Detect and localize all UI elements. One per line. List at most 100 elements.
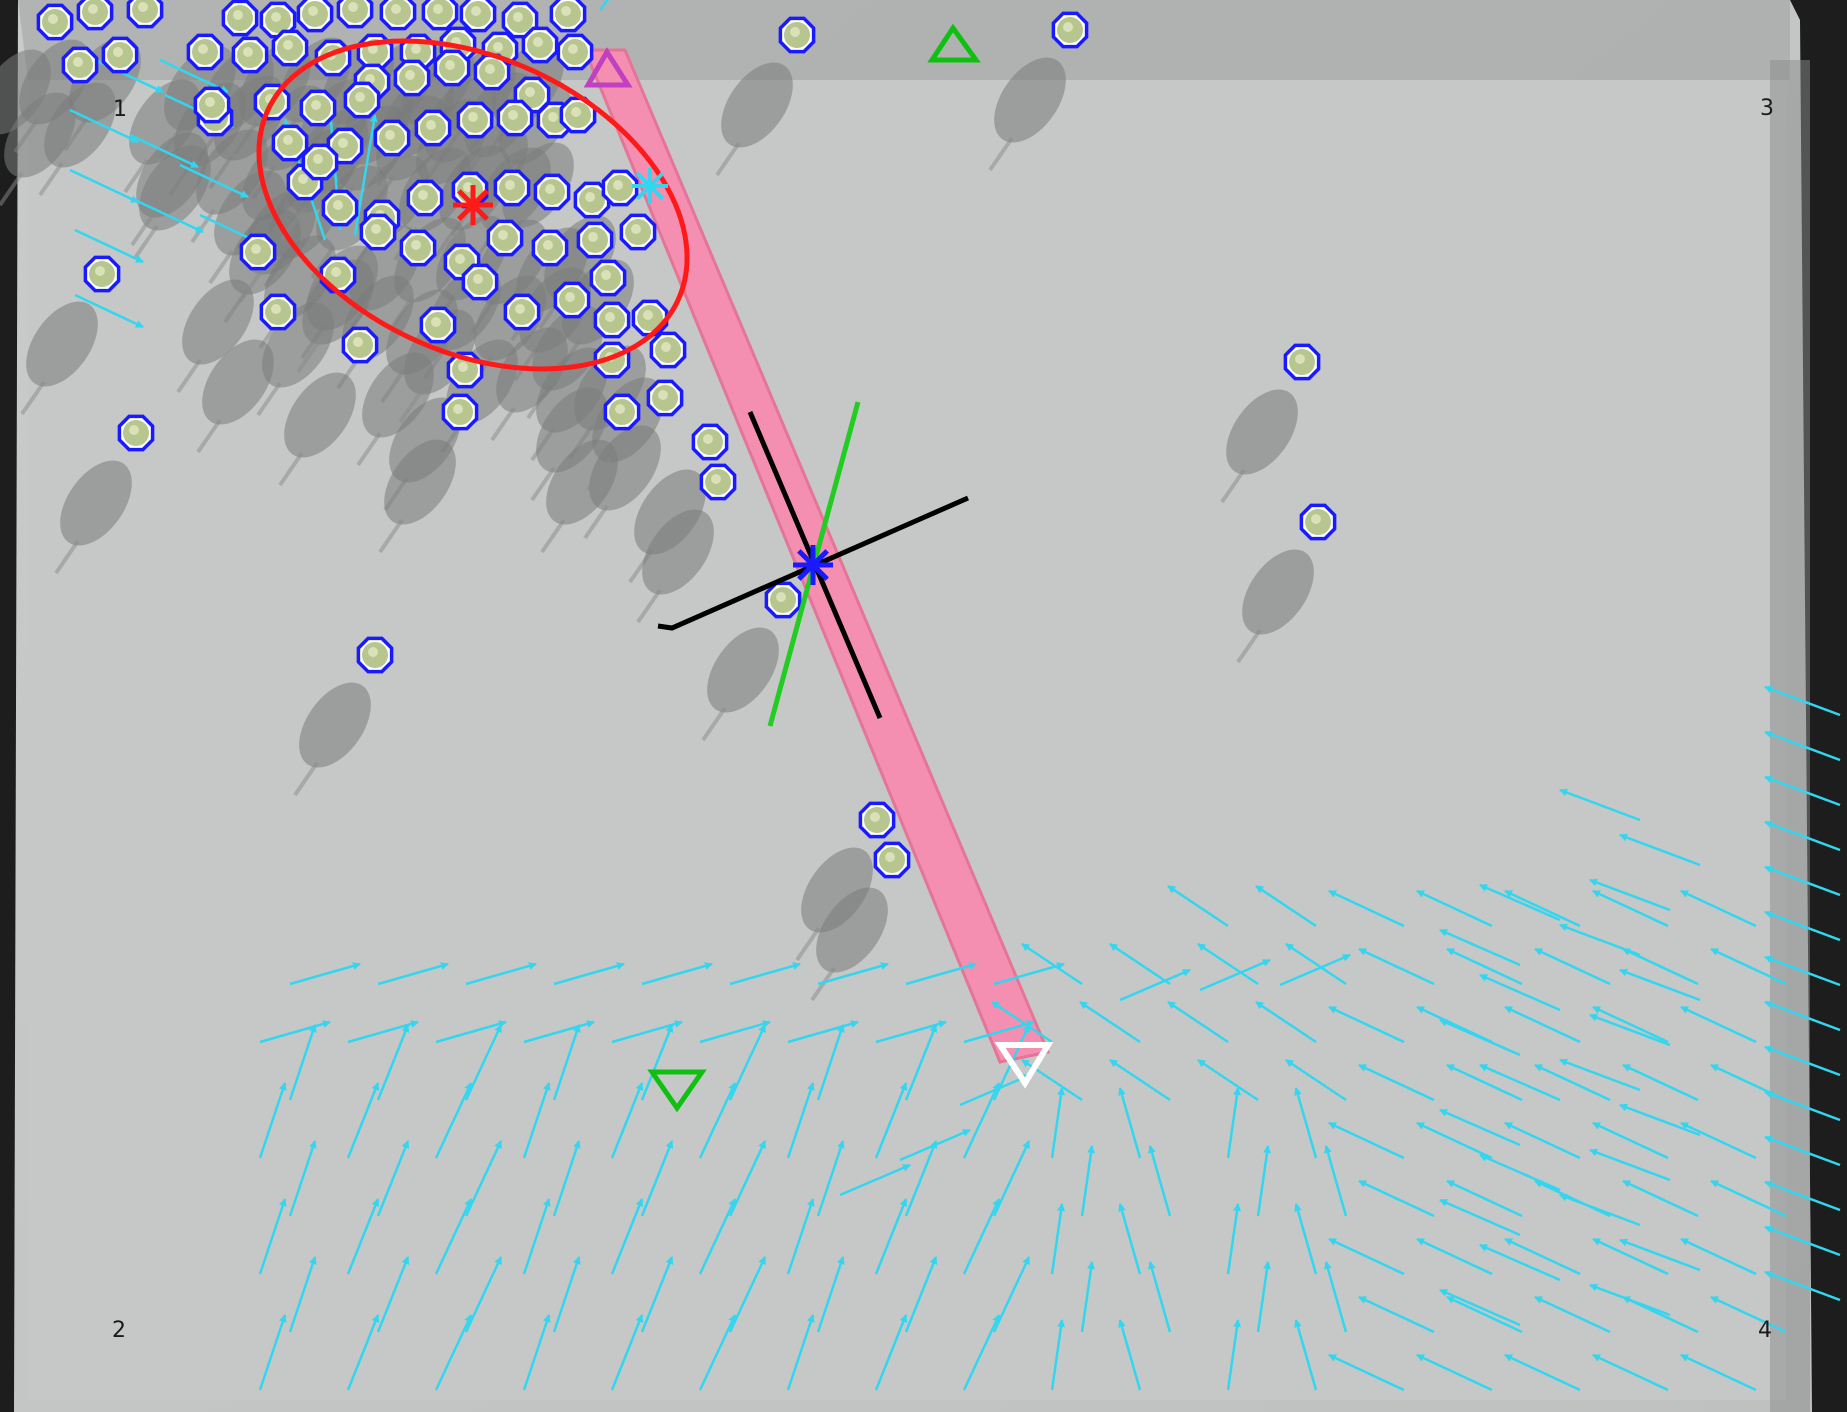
particle-shadow-tail <box>238 268 264 304</box>
flow-arrow <box>1328 1121 1405 1160</box>
flow-arrow <box>69 168 139 204</box>
flow-arrow <box>1328 1005 1405 1044</box>
flow-arrow <box>1764 955 1841 987</box>
flow-arrow <box>728 1024 767 1101</box>
flow-arrow <box>786 1314 815 1391</box>
flow-arrow <box>1279 953 1351 987</box>
particle-shadow-tail <box>293 761 319 797</box>
flow-arrow <box>817 962 889 986</box>
particle-shadow-tail <box>208 249 234 285</box>
flow-arrow <box>134 198 204 234</box>
flow-arrow <box>1446 947 1523 986</box>
flow-arrow <box>346 1314 380 1391</box>
flow-arrow <box>1764 1180 1841 1212</box>
particle-icon <box>421 0 459 31</box>
flow-arrow <box>1050 1087 1065 1159</box>
flow-arrow <box>610 1314 644 1391</box>
particle-icon <box>603 393 641 431</box>
particle-icon <box>601 169 639 207</box>
particle-shadow-tail <box>795 926 821 962</box>
flow-arrow <box>699 1020 771 1044</box>
particle-icon <box>553 281 591 319</box>
particle-icon <box>778 16 816 54</box>
particle-icon <box>321 189 359 227</box>
particle-shadow <box>642 509 714 595</box>
particle-icon <box>259 1 297 39</box>
flow-arrow <box>376 1140 410 1217</box>
flow-arrow <box>1764 775 1841 807</box>
particle-icon <box>649 331 687 369</box>
particle-shadow-tail <box>278 451 304 487</box>
flow-arrow <box>1080 1145 1095 1217</box>
flow-arrow <box>523 1020 595 1044</box>
flow-arrow <box>1622 947 1699 986</box>
flow-arrow <box>1710 1179 1787 1218</box>
particle-shadow-tail <box>636 588 662 624</box>
particle-shadow-tail <box>530 466 556 502</box>
flow-arrow <box>1118 1319 1142 1391</box>
particle-icon <box>764 581 802 619</box>
flow-arrow <box>1764 685 1841 717</box>
particle-shadow-tail <box>0 171 24 207</box>
flow-arrow <box>1050 1319 1065 1391</box>
particle-shadow-tail <box>398 388 424 424</box>
flow-arrow <box>465 962 537 986</box>
particle-shadow-tail <box>256 381 282 417</box>
particle-shadow <box>299 682 371 768</box>
flow-arrow <box>787 1020 859 1044</box>
particle-icon <box>231 36 269 74</box>
flow-arrow <box>464 1140 503 1217</box>
particle-layer <box>36 0 1337 879</box>
particle-icon <box>301 143 339 181</box>
particle-icon <box>336 0 374 29</box>
flow-arrow <box>1764 1135 1841 1167</box>
flow-arrow <box>962 1082 1001 1159</box>
tip-asterisk-icon <box>632 168 668 204</box>
flow-arrow <box>1592 1121 1669 1160</box>
flow-arrow <box>1479 883 1561 922</box>
flow-arrow <box>1504 889 1581 928</box>
flow-arrow <box>434 1314 473 1391</box>
flow-arrow <box>179 163 249 199</box>
flow-arrow <box>1622 1179 1699 1218</box>
flow-arrow <box>1324 1145 1348 1217</box>
flow-arrow <box>816 1256 845 1333</box>
flow-arrow <box>899 1128 971 1162</box>
flow-arrow <box>1592 1005 1669 1044</box>
flow-arrow <box>640 1256 674 1333</box>
flow-arrow <box>904 1140 938 1217</box>
flow-arrow <box>1328 1237 1405 1276</box>
flow-arrow <box>258 1198 287 1275</box>
flow-arrow <box>1589 878 1671 912</box>
flow-arrow <box>992 1256 1031 1333</box>
particle-shadow-tail <box>540 518 566 554</box>
flow-arrow <box>552 1256 581 1333</box>
flow-arrow <box>1710 1295 1787 1334</box>
particle-shadow-tail <box>701 706 727 742</box>
flow-arrow <box>346 1082 380 1159</box>
flow-arrow <box>1764 1090 1841 1122</box>
flow-arrow <box>962 1314 1001 1391</box>
flow-arrow <box>1197 1058 1259 1102</box>
flow-arrow <box>874 1314 908 1391</box>
particle-icon <box>341 326 379 364</box>
flow-arrow <box>1285 1058 1347 1102</box>
flow-arrow <box>376 1256 410 1333</box>
particle-shadow-tail <box>133 224 159 260</box>
bar-center-asterisk-icon <box>793 545 833 585</box>
flow-arrow <box>464 1256 503 1333</box>
flow-arrow <box>1559 923 1641 957</box>
flow-arrow <box>1534 947 1611 986</box>
start-triangle-icon <box>583 47 633 88</box>
flow-arrow <box>1479 1153 1561 1192</box>
flow-arrow <box>289 962 361 986</box>
flow-arrow <box>69 108 139 144</box>
flow-arrow <box>729 962 801 986</box>
particle-shadow <box>816 887 888 973</box>
goal-triangle-icon-top <box>927 23 981 63</box>
flow-arrow <box>698 1082 737 1159</box>
flow-arrow <box>1710 947 1787 986</box>
flow-arrow <box>376 1024 410 1101</box>
flow-arrow <box>1680 1005 1757 1044</box>
